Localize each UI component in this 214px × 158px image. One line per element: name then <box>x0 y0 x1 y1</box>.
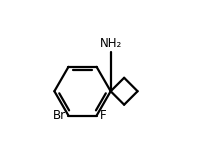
Text: Br: Br <box>52 109 65 122</box>
Text: NH₂: NH₂ <box>100 37 122 50</box>
Text: F: F <box>100 109 106 122</box>
